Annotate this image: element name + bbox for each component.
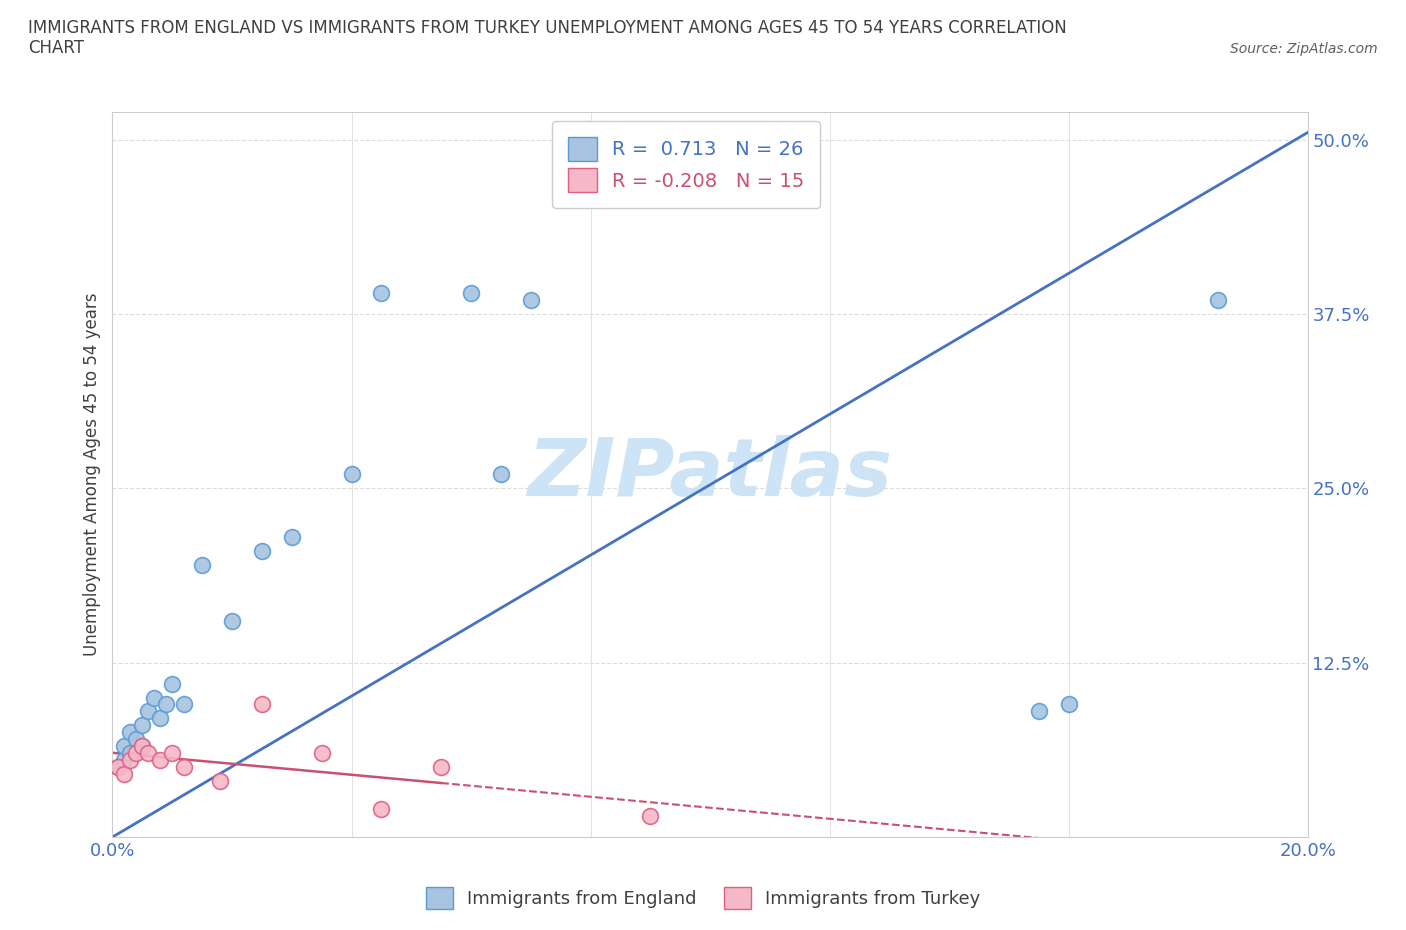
Point: [370, 802, 392, 817]
Point: [149, 753, 172, 768]
Point: [155, 698, 177, 712]
Point: [250, 698, 273, 712]
Text: IMMIGRANTS FROM ENGLAND VS IMMIGRANTS FROM TURKEY UNEMPLOYMENT AMONG AGES 45 TO : IMMIGRANTS FROM ENGLAND VS IMMIGRANTS FR…: [28, 19, 1067, 58]
Point: [114, 738, 135, 753]
Point: [120, 753, 142, 768]
Point: [162, 676, 183, 691]
Y-axis label: Unemployment Among Ages 45 to 54 years: Unemployment Among Ages 45 to 54 years: [83, 293, 101, 656]
Text: ZIPatlas: ZIPatlas: [527, 435, 893, 513]
Point: [162, 746, 183, 761]
Point: [370, 286, 392, 300]
Point: [221, 614, 243, 629]
Point: [138, 704, 160, 719]
Point: [125, 732, 148, 747]
Point: [120, 725, 142, 740]
Point: [143, 690, 166, 705]
Point: [311, 746, 333, 761]
Point: [107, 760, 129, 775]
Point: [149, 711, 172, 726]
Point: [1028, 704, 1050, 719]
Point: [107, 760, 129, 775]
Text: Source: ZipAtlas.com: Source: ZipAtlas.com: [1230, 42, 1378, 56]
Point: [131, 718, 153, 733]
Point: [173, 760, 195, 775]
Point: [191, 558, 214, 573]
Legend: R =  0.713   N = 26, R = -0.208   N = 15: R = 0.713 N = 26, R = -0.208 N = 15: [553, 121, 820, 207]
Point: [520, 293, 543, 308]
Point: [138, 746, 160, 761]
Point: [460, 286, 482, 300]
Point: [340, 467, 363, 482]
Point: [209, 774, 232, 789]
Point: [489, 467, 512, 482]
Point: [430, 760, 453, 775]
Point: [114, 766, 135, 781]
Point: [1206, 293, 1229, 308]
Point: [281, 530, 304, 545]
Point: [131, 738, 153, 753]
Point: [250, 544, 273, 559]
Point: [120, 746, 142, 761]
Point: [640, 809, 662, 824]
Point: [125, 746, 148, 761]
Legend: Immigrants from England, Immigrants from Turkey: Immigrants from England, Immigrants from…: [419, 880, 987, 916]
Point: [114, 753, 135, 768]
Point: [131, 738, 153, 753]
Point: [173, 698, 195, 712]
Point: [1057, 698, 1080, 712]
